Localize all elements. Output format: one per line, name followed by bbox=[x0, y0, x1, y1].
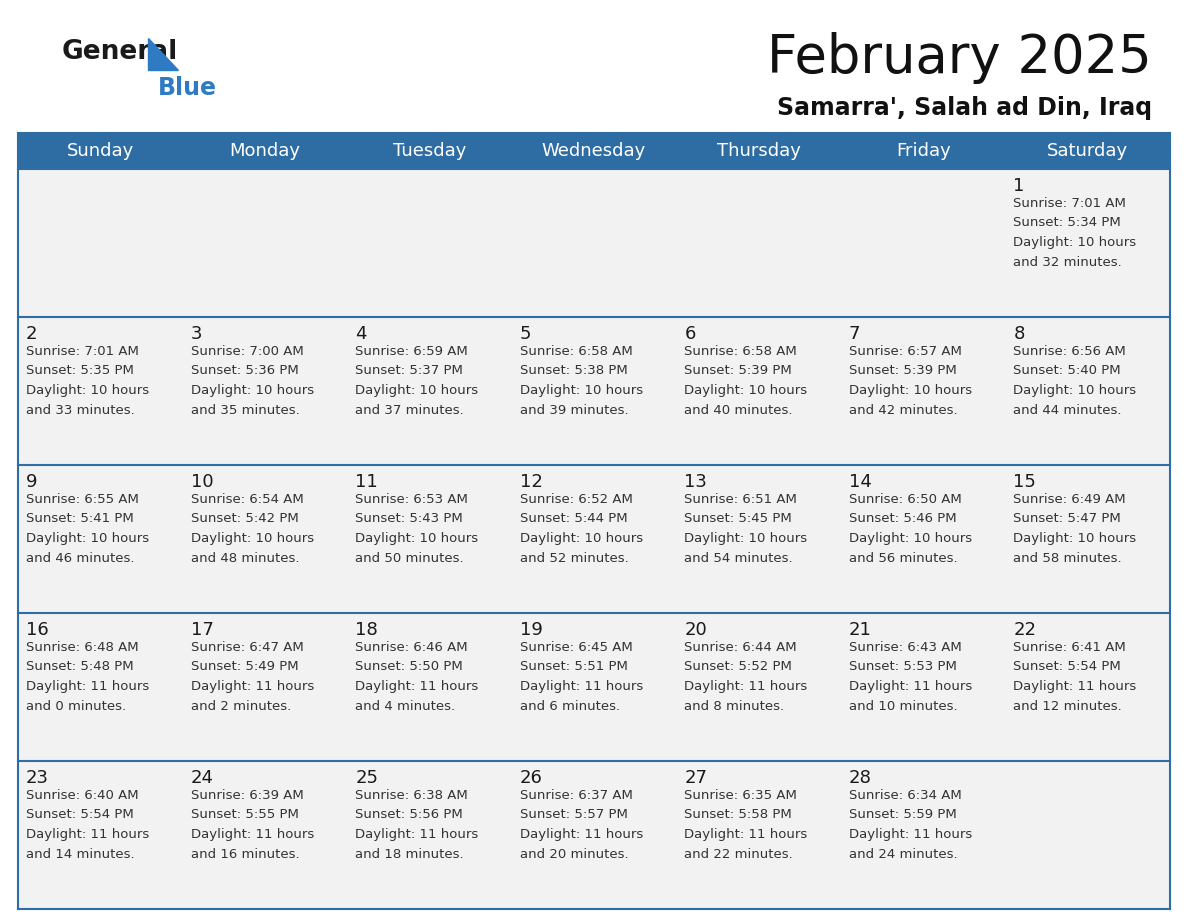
Text: 9: 9 bbox=[26, 473, 38, 491]
Text: Sunrise: 6:46 AM
Sunset: 5:50 PM
Daylight: 11 hours
and 4 minutes.: Sunrise: 6:46 AM Sunset: 5:50 PM Dayligh… bbox=[355, 641, 479, 712]
Text: Sunrise: 6:56 AM
Sunset: 5:40 PM
Daylight: 10 hours
and 44 minutes.: Sunrise: 6:56 AM Sunset: 5:40 PM Dayligh… bbox=[1013, 345, 1137, 417]
Polygon shape bbox=[148, 38, 178, 70]
Text: 12: 12 bbox=[519, 473, 543, 491]
Text: Sunrise: 6:38 AM
Sunset: 5:56 PM
Daylight: 11 hours
and 18 minutes.: Sunrise: 6:38 AM Sunset: 5:56 PM Dayligh… bbox=[355, 789, 479, 860]
Text: Sunrise: 7:00 AM
Sunset: 5:36 PM
Daylight: 10 hours
and 35 minutes.: Sunrise: 7:00 AM Sunset: 5:36 PM Dayligh… bbox=[190, 345, 314, 417]
Text: February 2025: February 2025 bbox=[767, 32, 1152, 84]
Text: 10: 10 bbox=[190, 473, 213, 491]
Text: General: General bbox=[62, 39, 178, 65]
Text: 8: 8 bbox=[1013, 325, 1025, 343]
Text: Sunrise: 6:49 AM
Sunset: 5:47 PM
Daylight: 10 hours
and 58 minutes.: Sunrise: 6:49 AM Sunset: 5:47 PM Dayligh… bbox=[1013, 493, 1137, 565]
Text: Sunrise: 6:55 AM
Sunset: 5:41 PM
Daylight: 10 hours
and 46 minutes.: Sunrise: 6:55 AM Sunset: 5:41 PM Dayligh… bbox=[26, 493, 150, 565]
Text: Sunrise: 6:43 AM
Sunset: 5:53 PM
Daylight: 11 hours
and 10 minutes.: Sunrise: 6:43 AM Sunset: 5:53 PM Dayligh… bbox=[849, 641, 972, 712]
Text: 28: 28 bbox=[849, 769, 872, 787]
Text: Saturday: Saturday bbox=[1047, 142, 1129, 160]
Text: Sunrise: 6:45 AM
Sunset: 5:51 PM
Daylight: 11 hours
and 6 minutes.: Sunrise: 6:45 AM Sunset: 5:51 PM Dayligh… bbox=[519, 641, 643, 712]
Bar bbox=[18, 613, 1170, 761]
Text: 16: 16 bbox=[26, 621, 49, 639]
Text: Sunrise: 6:51 AM
Sunset: 5:45 PM
Daylight: 10 hours
and 54 minutes.: Sunrise: 6:51 AM Sunset: 5:45 PM Dayligh… bbox=[684, 493, 808, 565]
Text: 18: 18 bbox=[355, 621, 378, 639]
Bar bbox=[18, 133, 1170, 169]
Text: 19: 19 bbox=[519, 621, 543, 639]
Text: Sunrise: 6:35 AM
Sunset: 5:58 PM
Daylight: 11 hours
and 22 minutes.: Sunrise: 6:35 AM Sunset: 5:58 PM Dayligh… bbox=[684, 789, 808, 860]
Text: 21: 21 bbox=[849, 621, 872, 639]
Text: Sunrise: 6:54 AM
Sunset: 5:42 PM
Daylight: 10 hours
and 48 minutes.: Sunrise: 6:54 AM Sunset: 5:42 PM Dayligh… bbox=[190, 493, 314, 565]
Text: Sunrise: 6:58 AM
Sunset: 5:39 PM
Daylight: 10 hours
and 40 minutes.: Sunrise: 6:58 AM Sunset: 5:39 PM Dayligh… bbox=[684, 345, 808, 417]
Bar bbox=[18, 465, 1170, 613]
Text: 27: 27 bbox=[684, 769, 707, 787]
Text: Sunrise: 6:44 AM
Sunset: 5:52 PM
Daylight: 11 hours
and 8 minutes.: Sunrise: 6:44 AM Sunset: 5:52 PM Dayligh… bbox=[684, 641, 808, 712]
Text: 5: 5 bbox=[519, 325, 531, 343]
Text: 20: 20 bbox=[684, 621, 707, 639]
Bar bbox=[18, 317, 1170, 465]
Text: Wednesday: Wednesday bbox=[542, 142, 646, 160]
Text: Sunday: Sunday bbox=[67, 142, 134, 160]
Bar bbox=[18, 761, 1170, 909]
Text: Sunrise: 6:41 AM
Sunset: 5:54 PM
Daylight: 11 hours
and 12 minutes.: Sunrise: 6:41 AM Sunset: 5:54 PM Dayligh… bbox=[1013, 641, 1137, 712]
Text: Sunrise: 6:39 AM
Sunset: 5:55 PM
Daylight: 11 hours
and 16 minutes.: Sunrise: 6:39 AM Sunset: 5:55 PM Dayligh… bbox=[190, 789, 314, 860]
Text: Samarra', Salah ad Din, Iraq: Samarra', Salah ad Din, Iraq bbox=[777, 96, 1152, 120]
Text: 3: 3 bbox=[190, 325, 202, 343]
Text: 1: 1 bbox=[1013, 177, 1025, 195]
Text: Sunrise: 7:01 AM
Sunset: 5:35 PM
Daylight: 10 hours
and 33 minutes.: Sunrise: 7:01 AM Sunset: 5:35 PM Dayligh… bbox=[26, 345, 150, 417]
Text: Sunrise: 6:52 AM
Sunset: 5:44 PM
Daylight: 10 hours
and 52 minutes.: Sunrise: 6:52 AM Sunset: 5:44 PM Dayligh… bbox=[519, 493, 643, 565]
Text: Sunrise: 6:47 AM
Sunset: 5:49 PM
Daylight: 11 hours
and 2 minutes.: Sunrise: 6:47 AM Sunset: 5:49 PM Dayligh… bbox=[190, 641, 314, 712]
Text: Sunrise: 6:59 AM
Sunset: 5:37 PM
Daylight: 10 hours
and 37 minutes.: Sunrise: 6:59 AM Sunset: 5:37 PM Dayligh… bbox=[355, 345, 479, 417]
Text: 15: 15 bbox=[1013, 473, 1036, 491]
Text: Tuesday: Tuesday bbox=[393, 142, 466, 160]
Text: Sunrise: 6:58 AM
Sunset: 5:38 PM
Daylight: 10 hours
and 39 minutes.: Sunrise: 6:58 AM Sunset: 5:38 PM Dayligh… bbox=[519, 345, 643, 417]
Text: Sunrise: 6:53 AM
Sunset: 5:43 PM
Daylight: 10 hours
and 50 minutes.: Sunrise: 6:53 AM Sunset: 5:43 PM Dayligh… bbox=[355, 493, 479, 565]
Text: Blue: Blue bbox=[158, 76, 217, 100]
Text: 11: 11 bbox=[355, 473, 378, 491]
Text: 22: 22 bbox=[1013, 621, 1036, 639]
Text: 25: 25 bbox=[355, 769, 378, 787]
Text: Sunrise: 6:37 AM
Sunset: 5:57 PM
Daylight: 11 hours
and 20 minutes.: Sunrise: 6:37 AM Sunset: 5:57 PM Dayligh… bbox=[519, 789, 643, 860]
Text: 14: 14 bbox=[849, 473, 872, 491]
Bar bbox=[18, 169, 1170, 317]
Text: 4: 4 bbox=[355, 325, 367, 343]
Text: 24: 24 bbox=[190, 769, 214, 787]
Text: Monday: Monday bbox=[229, 142, 301, 160]
Text: Sunrise: 6:50 AM
Sunset: 5:46 PM
Daylight: 10 hours
and 56 minutes.: Sunrise: 6:50 AM Sunset: 5:46 PM Dayligh… bbox=[849, 493, 972, 565]
Text: Friday: Friday bbox=[896, 142, 950, 160]
Text: Sunrise: 6:48 AM
Sunset: 5:48 PM
Daylight: 11 hours
and 0 minutes.: Sunrise: 6:48 AM Sunset: 5:48 PM Dayligh… bbox=[26, 641, 150, 712]
Text: 13: 13 bbox=[684, 473, 707, 491]
Text: 23: 23 bbox=[26, 769, 49, 787]
Text: Sunrise: 6:34 AM
Sunset: 5:59 PM
Daylight: 11 hours
and 24 minutes.: Sunrise: 6:34 AM Sunset: 5:59 PM Dayligh… bbox=[849, 789, 972, 860]
Text: Thursday: Thursday bbox=[716, 142, 801, 160]
Text: 6: 6 bbox=[684, 325, 696, 343]
Text: 17: 17 bbox=[190, 621, 214, 639]
Text: Sunrise: 7:01 AM
Sunset: 5:34 PM
Daylight: 10 hours
and 32 minutes.: Sunrise: 7:01 AM Sunset: 5:34 PM Dayligh… bbox=[1013, 197, 1137, 268]
Text: 7: 7 bbox=[849, 325, 860, 343]
Text: 2: 2 bbox=[26, 325, 38, 343]
Text: 26: 26 bbox=[519, 769, 543, 787]
Text: Sunrise: 6:57 AM
Sunset: 5:39 PM
Daylight: 10 hours
and 42 minutes.: Sunrise: 6:57 AM Sunset: 5:39 PM Dayligh… bbox=[849, 345, 972, 417]
Text: Sunrise: 6:40 AM
Sunset: 5:54 PM
Daylight: 11 hours
and 14 minutes.: Sunrise: 6:40 AM Sunset: 5:54 PM Dayligh… bbox=[26, 789, 150, 860]
